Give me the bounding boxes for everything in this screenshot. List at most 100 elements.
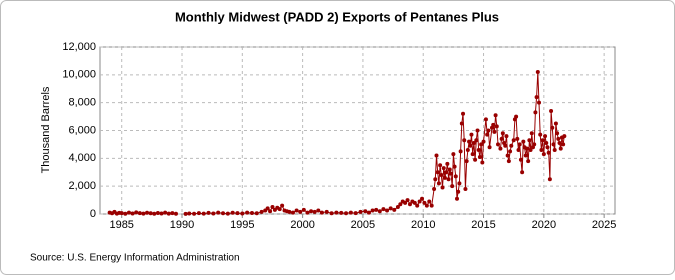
data-point bbox=[553, 121, 558, 126]
data-point bbox=[221, 211, 226, 216]
data-point bbox=[492, 129, 497, 134]
data-point bbox=[438, 163, 443, 168]
data-point bbox=[420, 196, 425, 201]
data-point bbox=[298, 209, 303, 214]
data-point bbox=[518, 157, 523, 162]
data-point bbox=[555, 131, 560, 136]
data-point bbox=[381, 207, 386, 212]
data-point bbox=[545, 145, 550, 150]
x-tick-label: 2010 bbox=[411, 219, 435, 231]
data-point bbox=[520, 170, 525, 175]
data-point bbox=[334, 210, 339, 215]
data-point bbox=[561, 142, 566, 147]
data-point bbox=[526, 159, 531, 164]
y-tick-label: 8,000 bbox=[68, 97, 96, 109]
data-point bbox=[461, 111, 466, 116]
x-tick-label: 1995 bbox=[230, 219, 254, 231]
data-point bbox=[235, 211, 240, 216]
data-point bbox=[173, 211, 178, 216]
data-point bbox=[348, 210, 353, 215]
data-point bbox=[259, 209, 264, 214]
data-point bbox=[344, 211, 349, 216]
data-point bbox=[451, 152, 456, 157]
data-point bbox=[309, 209, 314, 214]
data-point bbox=[486, 128, 491, 133]
data-point bbox=[506, 159, 511, 164]
data-point bbox=[465, 147, 470, 152]
data-point bbox=[287, 209, 292, 214]
data-point bbox=[290, 210, 295, 215]
data-point bbox=[152, 211, 157, 216]
data-point bbox=[498, 146, 503, 151]
data-point bbox=[537, 100, 542, 105]
data-point bbox=[547, 177, 552, 182]
data-point bbox=[432, 186, 437, 191]
data-point bbox=[459, 121, 464, 126]
data-point bbox=[192, 211, 197, 216]
data-point bbox=[532, 142, 537, 147]
data-point bbox=[329, 211, 334, 216]
data-point bbox=[435, 170, 440, 175]
x-tick-label: 2000 bbox=[290, 219, 314, 231]
data-point bbox=[155, 211, 160, 216]
data-point bbox=[392, 207, 397, 212]
data-point bbox=[427, 199, 432, 204]
data-point bbox=[473, 157, 478, 162]
data-point bbox=[483, 117, 488, 122]
data-point bbox=[433, 177, 438, 182]
data-point bbox=[503, 143, 508, 148]
data-point bbox=[201, 211, 206, 216]
chart-title: Monthly Midwest (PADD 2) Exports of Pent… bbox=[175, 9, 499, 24]
x-tick-label: 2005 bbox=[351, 219, 375, 231]
data-point bbox=[477, 154, 482, 159]
data-point bbox=[462, 138, 467, 143]
data-point bbox=[440, 185, 445, 190]
data-point bbox=[550, 125, 555, 130]
data-point bbox=[254, 211, 259, 216]
data-point bbox=[277, 207, 282, 212]
data-point bbox=[280, 203, 285, 208]
data-point bbox=[455, 196, 460, 201]
data-point bbox=[480, 160, 485, 165]
data-point bbox=[529, 131, 534, 136]
data-point bbox=[463, 186, 468, 191]
data-point bbox=[469, 132, 474, 137]
data-point bbox=[546, 150, 551, 155]
data-point bbox=[141, 211, 146, 216]
data-point bbox=[148, 211, 153, 216]
data-point bbox=[556, 136, 561, 141]
data-point bbox=[471, 141, 476, 146]
data-point bbox=[312, 209, 317, 214]
data-point bbox=[374, 207, 379, 212]
data-point bbox=[447, 167, 452, 172]
data-point bbox=[470, 152, 475, 157]
data-point bbox=[159, 211, 164, 216]
data-point bbox=[475, 128, 480, 133]
x-tick-label: 1985 bbox=[109, 219, 133, 231]
data-point bbox=[515, 136, 520, 141]
data-point bbox=[353, 211, 358, 216]
data-point bbox=[544, 141, 549, 146]
data-point bbox=[316, 208, 321, 213]
data-point bbox=[504, 134, 509, 139]
data-point bbox=[549, 109, 554, 114]
y-tick-label: 6,000 bbox=[68, 124, 96, 136]
x-tick-label: 1990 bbox=[170, 219, 194, 231]
data-point bbox=[301, 207, 306, 212]
data-point bbox=[407, 202, 412, 207]
data-point bbox=[541, 152, 546, 157]
data-point bbox=[137, 211, 142, 216]
data-point bbox=[403, 200, 408, 205]
data-point bbox=[206, 210, 211, 215]
data-point bbox=[211, 211, 216, 216]
data-point bbox=[422, 200, 427, 205]
data-point bbox=[450, 184, 455, 189]
data-point bbox=[533, 110, 538, 115]
data-point bbox=[517, 142, 522, 147]
data-point bbox=[249, 211, 254, 216]
data-point bbox=[395, 205, 400, 210]
data-point bbox=[538, 132, 543, 137]
data-point bbox=[468, 143, 473, 148]
